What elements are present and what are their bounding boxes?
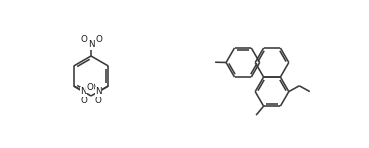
- Text: O: O: [88, 83, 95, 92]
- Text: N: N: [80, 87, 87, 96]
- Text: O: O: [81, 96, 87, 105]
- Text: O: O: [87, 83, 94, 92]
- Text: N: N: [95, 87, 102, 96]
- Text: O: O: [95, 35, 102, 44]
- Text: N: N: [88, 40, 94, 49]
- Text: O: O: [94, 96, 101, 105]
- Text: O: O: [80, 35, 87, 44]
